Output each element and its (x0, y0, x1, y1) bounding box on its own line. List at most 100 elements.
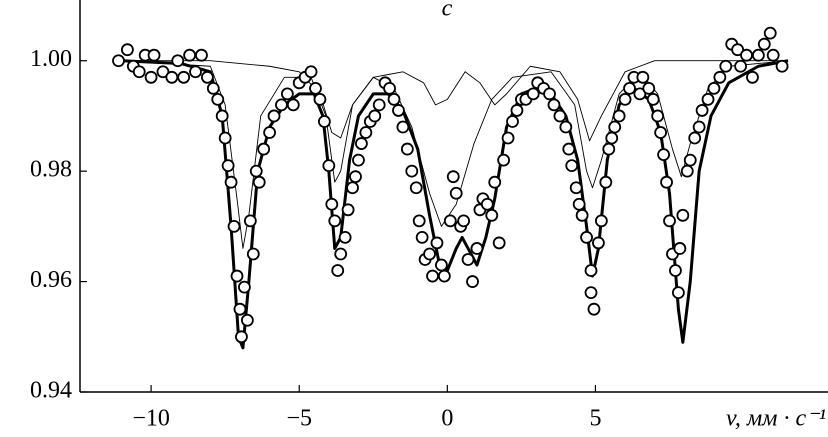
data-point (707, 81, 721, 95)
data-point (692, 120, 706, 134)
x-tick-label: 0 (441, 406, 453, 432)
chart-title: c (442, 0, 453, 22)
data-point (275, 98, 288, 112)
data-point (526, 87, 540, 101)
y-tick-label: 1.00 (30, 46, 72, 72)
data-point (280, 87, 294, 101)
data-point (435, 258, 448, 272)
y-tick-label: 0.96 (30, 267, 72, 293)
data-point (240, 313, 254, 327)
data-point (177, 70, 191, 84)
data-point (443, 214, 457, 228)
data-point (317, 115, 331, 128)
data-point (338, 231, 352, 244)
data-point (400, 142, 414, 156)
data-point (623, 81, 636, 95)
data-point (599, 175, 613, 189)
data-point (252, 175, 266, 189)
data-point (701, 92, 715, 106)
data-point (608, 120, 622, 134)
data-point (235, 330, 248, 344)
data-point (543, 87, 556, 101)
data-point (449, 186, 463, 200)
data-point (132, 65, 146, 79)
y-tick-label: 0.98 (30, 157, 72, 183)
data-point (426, 269, 439, 283)
data-point (547, 98, 561, 112)
data-point (334, 247, 348, 261)
data-point (415, 231, 429, 244)
data-point (660, 175, 673, 189)
data-point (592, 236, 605, 250)
data-point (243, 214, 257, 228)
data-point (559, 120, 573, 134)
data-point (719, 59, 733, 73)
x-axis-label: v, мм · c⁻¹ (726, 406, 826, 432)
data-point (731, 43, 745, 57)
data-point (506, 115, 519, 128)
data-point (325, 197, 339, 211)
data-point (740, 48, 753, 62)
data-point (372, 98, 386, 112)
data-point (695, 104, 709, 117)
data-point (584, 286, 598, 300)
data-point (144, 70, 158, 84)
data-point (430, 236, 444, 250)
data-point (355, 137, 368, 150)
data-point (654, 126, 668, 139)
data-point (147, 48, 161, 62)
data-point (683, 153, 697, 167)
x-tick-label: 5 (589, 406, 601, 432)
data-point (286, 98, 300, 112)
data-point (359, 126, 373, 139)
data-point (368, 109, 382, 123)
data-point (680, 164, 694, 178)
data-point (572, 197, 586, 211)
data-point (763, 26, 777, 40)
data-point (672, 286, 685, 300)
data-point (322, 159, 336, 173)
data-point (183, 48, 197, 62)
data-point (165, 70, 179, 84)
data-point (673, 242, 687, 255)
data-point (488, 175, 502, 189)
data-point (633, 87, 647, 101)
data-point (663, 214, 676, 228)
data-point (605, 131, 619, 145)
data-point (562, 142, 576, 156)
data-point (587, 302, 601, 316)
data-point (238, 280, 251, 294)
data-point (195, 48, 208, 62)
data-point (206, 81, 220, 95)
x-tick-label: −10 (132, 406, 170, 432)
data-point (466, 275, 479, 288)
data-point (349, 170, 362, 184)
data-point (602, 142, 616, 156)
data-point (657, 148, 670, 161)
data-point (189, 65, 202, 79)
data-point (461, 253, 475, 266)
data-point (470, 242, 484, 255)
data-point (267, 109, 281, 123)
data-point (246, 247, 260, 261)
data-point (688, 131, 702, 145)
data-point (575, 208, 589, 222)
data-point (734, 59, 748, 73)
data-point (636, 70, 650, 84)
data-point (257, 142, 271, 156)
data-point (346, 181, 359, 195)
x-tick-label: −5 (286, 406, 312, 432)
data-point (580, 231, 593, 244)
data-point (569, 181, 583, 195)
data-point (409, 181, 423, 195)
data-point (584, 264, 598, 277)
data-point (304, 65, 318, 79)
data-point (227, 219, 241, 233)
data-point (501, 131, 515, 145)
data-point (446, 170, 460, 184)
data-point (392, 104, 405, 117)
data-point (612, 109, 626, 123)
data-point (328, 214, 342, 228)
data-point (480, 197, 494, 211)
data-point (437, 269, 451, 283)
